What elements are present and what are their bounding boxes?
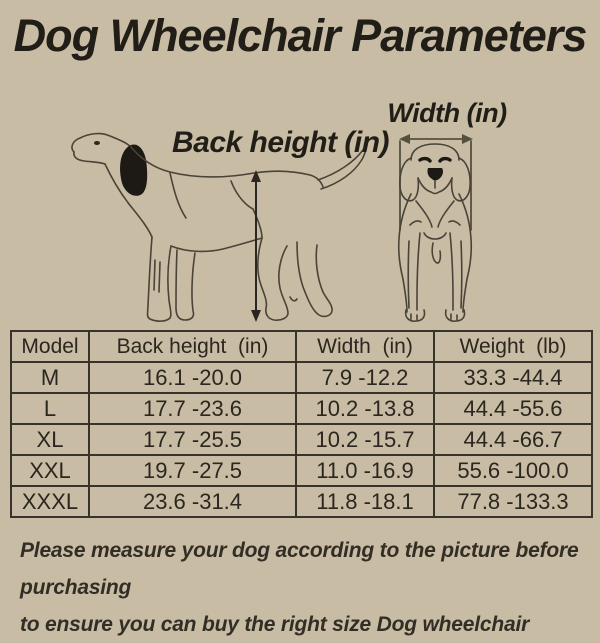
measure-note: Please measure your dog according to the… (20, 532, 590, 643)
header-back-height: Back height (in) (88, 330, 297, 363)
cell-model: XL (10, 423, 90, 456)
cell-weight: 44.4 -66.7 (433, 423, 593, 456)
cell-width: 11.8 -18.1 (295, 485, 435, 518)
width-arrow (399, 134, 473, 231)
cell-width: 11.0 -16.9 (295, 454, 435, 487)
table-row: M 16.1 -20.0 7.9 -12.2 33.3 -44.4 (10, 361, 593, 394)
back-height-label: Back height (in) (172, 126, 390, 159)
table-row: XL 17.7 -25.5 10.2 -15.7 44.4 -66.7 (10, 423, 593, 456)
cell-back-height: 16.1 -20.0 (88, 361, 297, 394)
cell-width: 7.9 -12.2 (295, 361, 435, 394)
cell-model: L (10, 392, 90, 425)
cell-model: XXL (10, 454, 90, 487)
measure-note-line2: to ensure you can buy the right size Dog… (20, 613, 530, 636)
cell-back-height: 23.6 -31.4 (88, 485, 297, 518)
cell-back-height: 17.7 -23.6 (88, 392, 297, 425)
table-row: L 17.7 -23.6 10.2 -13.8 44.4 -55.6 (10, 392, 593, 425)
size-parameters-table: Model Back height (in) Width (in) Weight… (10, 330, 593, 518)
measure-note-line1: Please measure your dog according to the… (20, 539, 579, 599)
cell-back-height: 17.7 -25.5 (88, 423, 297, 456)
cell-width: 10.2 -13.8 (295, 392, 435, 425)
cell-weight: 55.6 -100.0 (433, 454, 593, 487)
page-title: Dog Wheelchair Parameters (13, 10, 588, 61)
table-row: XXXL 23.6 -31.4 11.8 -18.1 77.8 -133.3 (10, 485, 593, 518)
width-label: Width (in) (387, 98, 507, 128)
header-model: Model (10, 330, 90, 363)
cell-weight: 44.4 -55.6 (433, 392, 593, 425)
cell-model: M (10, 361, 90, 394)
cell-width: 10.2 -15.7 (295, 423, 435, 456)
cell-weight: 33.3 -44.4 (433, 361, 593, 394)
header-weight: Weight (lb) (433, 330, 593, 363)
cell-back-height: 19.7 -27.5 (88, 454, 297, 487)
dog-measurement-diagram (71, 132, 473, 322)
cell-model: XXXL (10, 485, 90, 518)
front-view-dog-illustration (397, 143, 473, 322)
table-header-row: Model Back height (in) Width (in) Weight… (10, 330, 593, 363)
side-view-dog-illustration (71, 132, 370, 322)
table-row: XXL 19.7 -27.5 11.0 -16.9 55.6 -100.0 (10, 454, 593, 487)
back-height-arrow (251, 170, 261, 322)
cell-weight: 77.8 -133.3 (433, 485, 593, 518)
header-width: Width (in) (295, 330, 435, 363)
